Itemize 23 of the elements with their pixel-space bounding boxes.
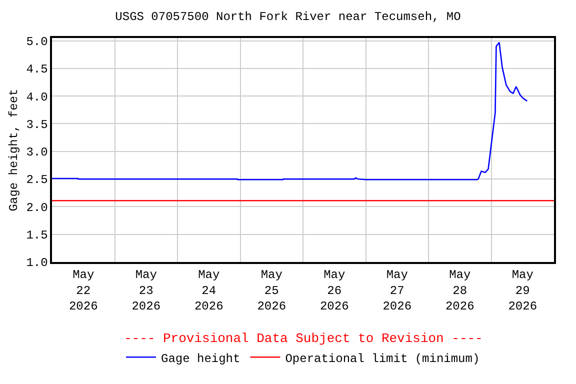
legend-label: Operational limit (minimum) — [285, 352, 480, 366]
x-tick-label: May 25 2026 — [257, 268, 286, 314]
chart-title: USGS 07057500 North Fork River near Tecumseh, MO — [115, 10, 461, 24]
legend-label: Gage height — [161, 352, 240, 366]
text: ---- Provisional Data Subject to Revision ---- — [124, 331, 483, 346]
y-tick-label: 5.0 — [26, 34, 48, 49]
line-series — [52, 42, 528, 180]
y-axis-title: Gage height, feet — [7, 88, 22, 212]
y-tick-label: 2.5 — [26, 173, 48, 188]
y-tick-label: 4.0 — [26, 90, 48, 104]
y-tick-label: 3.5 — [26, 118, 48, 132]
x-tick-label: May 29 2026 — [508, 268, 538, 314]
x-tick-label: May 26 2026 — [320, 268, 349, 314]
y-tick-label: 1.5 — [26, 228, 48, 243]
y-tick-label: 1.0 — [26, 256, 48, 270]
x-tick-label: May 22 2026 — [68, 268, 98, 314]
y-tick-label: 2.0 — [26, 200, 48, 215]
x-tick-label: May 24 2026 — [194, 268, 224, 314]
x-tick-label: May 28 2026 — [445, 268, 474, 314]
x-tick-label: May 27 2026 — [382, 268, 412, 314]
x-tick-label: May 23 2026 — [132, 268, 161, 314]
y-tick-label: 4.5 — [26, 62, 48, 77]
y-tick-label: 3.0 — [26, 146, 48, 160]
